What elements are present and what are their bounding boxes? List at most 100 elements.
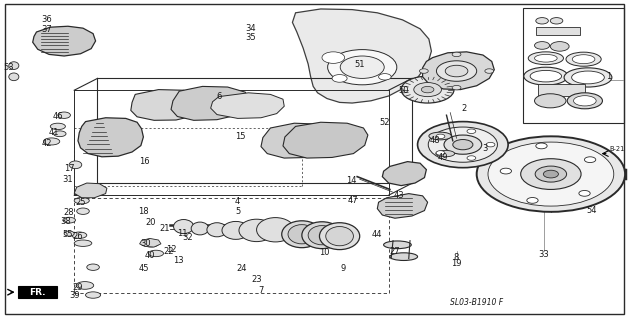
Text: 46: 46 [53, 112, 63, 121]
Ellipse shape [390, 253, 418, 260]
Circle shape [436, 151, 445, 155]
Text: 4: 4 [235, 197, 240, 206]
Circle shape [550, 42, 569, 51]
Text: 30: 30 [141, 239, 151, 248]
Ellipse shape [384, 241, 411, 249]
Polygon shape [140, 238, 161, 247]
Ellipse shape [326, 227, 353, 246]
Circle shape [467, 156, 476, 160]
Circle shape [521, 159, 581, 189]
Ellipse shape [530, 70, 562, 82]
Text: 55: 55 [63, 230, 73, 239]
Text: 9: 9 [340, 264, 345, 273]
Ellipse shape [148, 250, 164, 257]
Ellipse shape [64, 231, 74, 236]
Ellipse shape [9, 73, 19, 81]
Polygon shape [382, 162, 426, 186]
Circle shape [579, 190, 590, 196]
Ellipse shape [320, 223, 360, 250]
FancyBboxPatch shape [18, 286, 57, 298]
Bar [523, 8, 624, 123]
Text: 24: 24 [237, 264, 247, 273]
Text: 32: 32 [182, 233, 192, 242]
Ellipse shape [53, 131, 66, 137]
Ellipse shape [50, 123, 65, 130]
Ellipse shape [567, 93, 603, 109]
Text: 25: 25 [75, 198, 86, 207]
Ellipse shape [288, 225, 316, 244]
Text: 22: 22 [164, 247, 174, 256]
Circle shape [428, 127, 498, 162]
Text: 12: 12 [166, 245, 176, 254]
Text: 31: 31 [63, 175, 73, 184]
Text: 36: 36 [42, 15, 53, 24]
Ellipse shape [282, 221, 322, 248]
Circle shape [584, 157, 596, 163]
Circle shape [527, 197, 538, 203]
Polygon shape [78, 118, 143, 157]
Ellipse shape [72, 232, 87, 238]
Polygon shape [423, 52, 494, 90]
Text: 8: 8 [454, 253, 459, 262]
Text: 48: 48 [430, 136, 440, 145]
Circle shape [550, 18, 563, 24]
Ellipse shape [308, 226, 336, 245]
Text: 47: 47 [348, 196, 359, 205]
Text: 54: 54 [586, 206, 596, 215]
Text: 37: 37 [42, 25, 53, 34]
Text: 16: 16 [140, 157, 150, 166]
Ellipse shape [143, 239, 159, 247]
Circle shape [414, 83, 442, 97]
Circle shape [452, 52, 461, 57]
Text: 33: 33 [538, 250, 549, 259]
Ellipse shape [63, 217, 75, 223]
Text: 6: 6 [216, 92, 221, 100]
Circle shape [543, 170, 559, 178]
Circle shape [467, 129, 476, 133]
Ellipse shape [76, 282, 94, 289]
Text: 15: 15 [235, 132, 245, 140]
Circle shape [488, 142, 614, 206]
Text: 14: 14 [346, 176, 356, 185]
Ellipse shape [58, 112, 70, 118]
Circle shape [420, 69, 428, 73]
Text: 2: 2 [462, 104, 467, 113]
Text: 34: 34 [245, 24, 255, 33]
Text: 38: 38 [60, 217, 72, 226]
Text: 23: 23 [251, 276, 262, 284]
Ellipse shape [436, 150, 455, 157]
Ellipse shape [564, 68, 612, 87]
Text: 19: 19 [451, 259, 462, 268]
Circle shape [437, 61, 477, 81]
Polygon shape [377, 194, 428, 218]
Ellipse shape [86, 292, 101, 298]
Text: 51: 51 [355, 60, 365, 69]
Polygon shape [33, 26, 96, 56]
Circle shape [445, 65, 468, 77]
Ellipse shape [574, 96, 596, 106]
Ellipse shape [429, 132, 452, 140]
Circle shape [340, 56, 384, 78]
Circle shape [401, 76, 454, 103]
Ellipse shape [239, 219, 274, 242]
Text: 1: 1 [606, 72, 611, 81]
Text: 53: 53 [4, 63, 14, 72]
Text: 7: 7 [259, 286, 264, 295]
Circle shape [485, 69, 494, 73]
Text: SL03-B1910 F: SL03-B1910 F [450, 298, 503, 307]
Polygon shape [171, 86, 249, 120]
Text: 3: 3 [483, 144, 488, 153]
Ellipse shape [69, 161, 82, 169]
Ellipse shape [9, 62, 19, 69]
Ellipse shape [207, 223, 227, 237]
Ellipse shape [572, 55, 595, 64]
Bar [538, 84, 585, 96]
Text: 10: 10 [319, 248, 329, 257]
Polygon shape [131, 90, 204, 120]
Text: 39: 39 [69, 292, 79, 300]
Ellipse shape [302, 222, 342, 249]
Ellipse shape [74, 197, 89, 204]
Circle shape [421, 86, 434, 93]
Text: 18: 18 [138, 207, 148, 216]
Text: 11: 11 [177, 229, 187, 238]
